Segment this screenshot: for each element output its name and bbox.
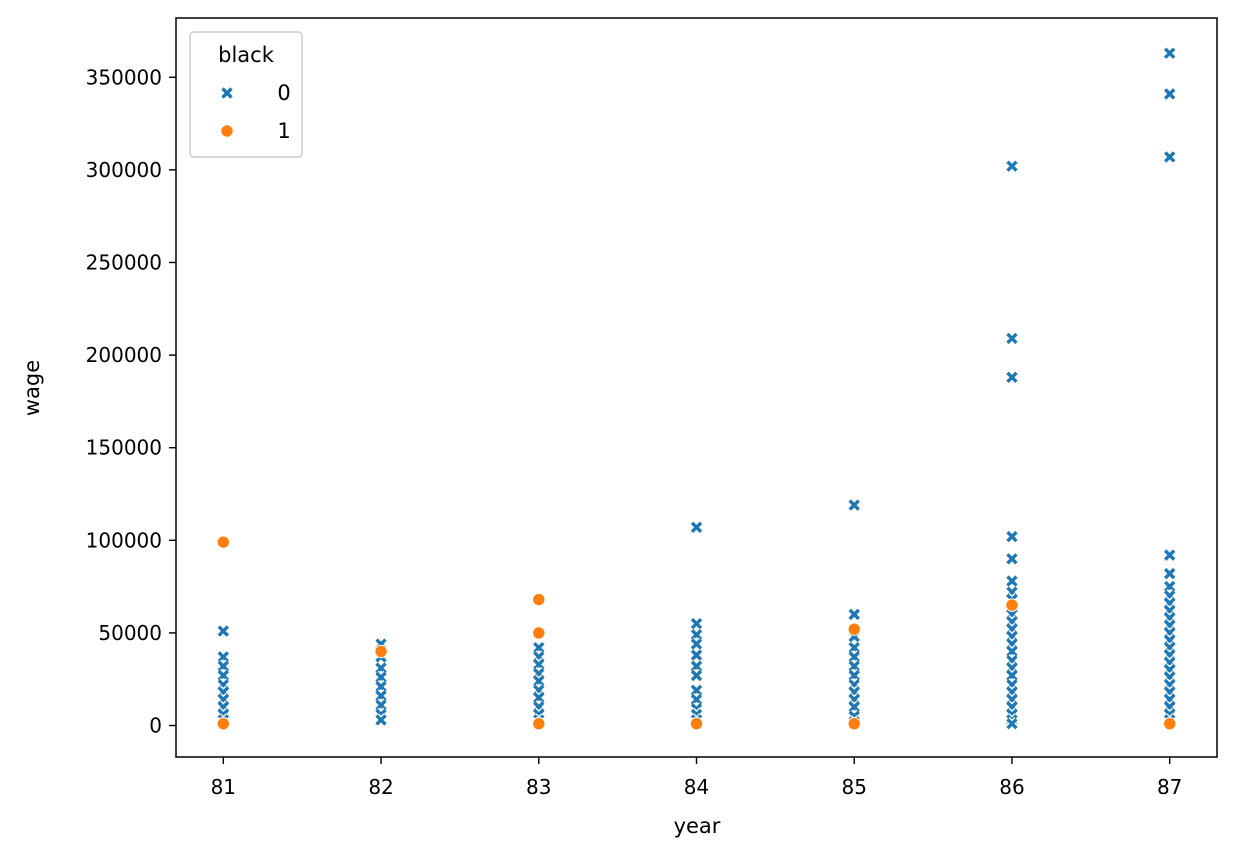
data-point-0 bbox=[1005, 574, 1019, 588]
data-point-0 bbox=[374, 698, 388, 712]
data-point-0 bbox=[689, 683, 704, 697]
data-point-0 bbox=[689, 648, 704, 662]
data-point-0 bbox=[847, 668, 861, 683]
y-tick-label: 250000 bbox=[86, 250, 162, 274]
data-point-0 bbox=[374, 679, 388, 694]
data-point-1 bbox=[1005, 598, 1019, 612]
y-tick-label: 0 bbox=[149, 714, 162, 738]
data-point-0 bbox=[374, 713, 388, 727]
data-point-0 bbox=[216, 668, 230, 683]
data-marks bbox=[216, 46, 1177, 731]
data-point-0 bbox=[689, 659, 704, 673]
data-point-0 bbox=[1005, 668, 1019, 683]
x-axis-label: year bbox=[674, 814, 721, 838]
data-point-0 bbox=[1163, 579, 1177, 594]
data-point-0 bbox=[1005, 159, 1019, 173]
data-point-0 bbox=[216, 624, 230, 638]
data-point-0 bbox=[374, 689, 388, 703]
x-tick-label: 84 bbox=[684, 775, 709, 799]
x-tick-label: 81 bbox=[211, 775, 236, 799]
data-point-0 bbox=[374, 661, 388, 675]
data-point-0 bbox=[1163, 150, 1177, 164]
data-point-0 bbox=[689, 617, 704, 631]
y-tick-label: 100000 bbox=[86, 528, 162, 552]
y-tick-label: 150000 bbox=[86, 436, 162, 460]
data-point-0 bbox=[1163, 567, 1177, 581]
y-tick-label: 200000 bbox=[86, 343, 162, 367]
x-tick-label: 87 bbox=[1157, 775, 1182, 799]
legend-item-0: 0 bbox=[220, 81, 291, 105]
data-point-0 bbox=[689, 692, 704, 707]
data-point-1 bbox=[216, 716, 231, 731]
data-point-0 bbox=[847, 650, 861, 664]
data-point-1 bbox=[689, 716, 704, 731]
data-point-0 bbox=[532, 691, 546, 705]
data-point-1 bbox=[216, 535, 231, 549]
data-point-0 bbox=[532, 641, 546, 655]
data-point-0 bbox=[1005, 529, 1019, 544]
data-point-1 bbox=[1162, 716, 1177, 731]
legend: black 01 bbox=[189, 31, 303, 158]
y-tick-label: 50000 bbox=[98, 621, 162, 645]
series-0 bbox=[216, 46, 1177, 731]
legend-item-1: 1 bbox=[220, 119, 291, 143]
data-point-1 bbox=[532, 626, 546, 640]
data-point-1 bbox=[532, 592, 546, 607]
data-point-0 bbox=[1163, 87, 1177, 101]
legend-items: 01 bbox=[220, 81, 291, 143]
y-axis-ticks: 0 50000 100000 150000 200000 250000 300000 3500… bbox=[86, 65, 176, 738]
data-point-0 bbox=[689, 520, 704, 534]
data-point-0 bbox=[532, 674, 546, 688]
data-point-0 bbox=[1163, 548, 1177, 562]
series-1 bbox=[216, 535, 1177, 731]
data-point-0 bbox=[532, 657, 546, 672]
x-tick-label: 83 bbox=[526, 775, 551, 799]
data-point-0 bbox=[847, 607, 861, 622]
y-axis-label: wage bbox=[20, 360, 44, 416]
x-tick-label: 82 bbox=[368, 775, 393, 799]
legend-label: 0 bbox=[277, 81, 290, 105]
legend-marker-circle bbox=[220, 124, 234, 138]
legend-label: 1 bbox=[277, 119, 290, 143]
legend-title: black bbox=[218, 43, 275, 67]
data-point-0 bbox=[847, 659, 861, 673]
data-point-1 bbox=[374, 644, 388, 659]
legend-box bbox=[189, 31, 303, 158]
x-tick-label: 85 bbox=[842, 775, 867, 799]
y-tick-label: 300000 bbox=[86, 158, 162, 182]
data-point-1 bbox=[532, 716, 546, 731]
data-point-0 bbox=[1163, 46, 1177, 60]
data-point-1 bbox=[847, 716, 861, 731]
data-point-0 bbox=[689, 637, 704, 651]
data-point-0 bbox=[1005, 370, 1019, 384]
data-point-0 bbox=[1005, 331, 1019, 346]
data-point-0 bbox=[847, 641, 861, 655]
data-point-0 bbox=[689, 628, 704, 642]
data-point-0 bbox=[1005, 717, 1019, 731]
data-point-1 bbox=[847, 622, 861, 636]
data-point-0 bbox=[847, 498, 861, 512]
x-axis-ticks: 81 82 83 84 85 86 87 bbox=[211, 757, 1182, 799]
data-point-0 bbox=[847, 700, 861, 714]
data-point-0 bbox=[689, 668, 704, 683]
legend-marker-x bbox=[220, 86, 234, 100]
y-tick-label: 350000 bbox=[86, 65, 162, 89]
data-point-0 bbox=[216, 650, 230, 664]
data-point-0 bbox=[216, 659, 230, 673]
data-point-0 bbox=[1005, 644, 1019, 659]
data-point-0 bbox=[374, 670, 388, 684]
data-point-0 bbox=[1005, 552, 1019, 566]
x-tick-label: 86 bbox=[999, 775, 1024, 799]
